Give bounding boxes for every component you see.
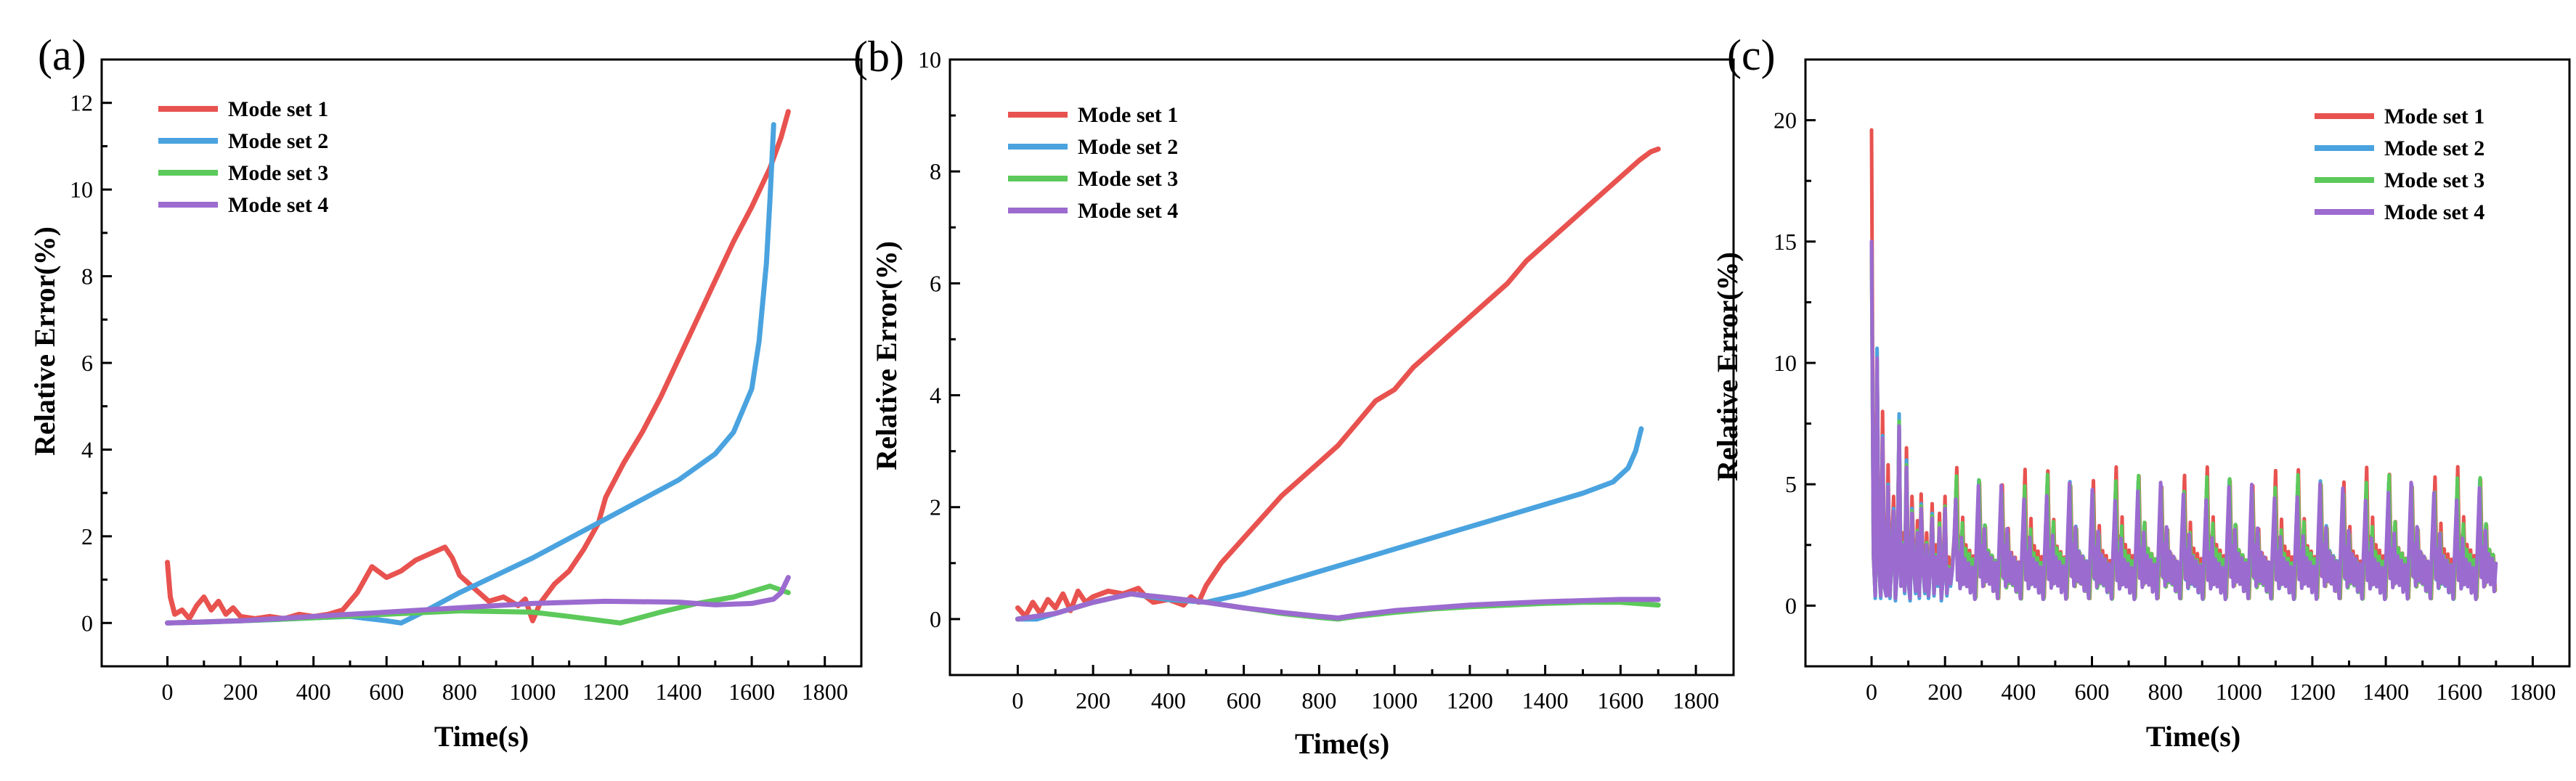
x-tick-label: 1800 bbox=[2509, 679, 2556, 705]
x-tick-label: 1400 bbox=[2362, 679, 2409, 705]
x-tick-label: 600 bbox=[1227, 687, 1261, 713]
legend-label: Mode set 4 bbox=[1078, 199, 1178, 223]
y-tick-label: 10 bbox=[1773, 350, 1797, 376]
x-tick-label: 1800 bbox=[802, 679, 848, 705]
legend-label: Mode set 3 bbox=[228, 161, 328, 185]
legend: Mode set 1 Mode set 2 Mode set 3 Mode set 4 bbox=[158, 97, 328, 217]
y-tick-label: 4 bbox=[930, 383, 941, 409]
plot-area: 0 200 400 600 800 1000 1200 1400 1600 1800 0 2 4 6 8 10… bbox=[918, 46, 1735, 713]
x-tick-label: 1200 bbox=[1447, 687, 1493, 713]
legend-label: Mode set 4 bbox=[2384, 200, 2484, 224]
x-tick-label: 1600 bbox=[728, 679, 775, 705]
x-tick-label: 200 bbox=[1076, 687, 1110, 713]
x-axis-title: Time(s) bbox=[1295, 727, 1389, 760]
plot-area: 0 200 400 600 800 1000 1200 1400 1600 1800 0 5 10 15 2… bbox=[1773, 58, 2571, 705]
y-tick-label: 5 bbox=[1785, 471, 1797, 497]
y-tick-label: 10 bbox=[918, 46, 941, 73]
x-tick-label: 0 bbox=[162, 679, 174, 705]
panel-letter: (a) bbox=[38, 31, 86, 79]
y-tick-label: 2 bbox=[81, 523, 93, 549]
x-axis-title: Time(s) bbox=[2146, 720, 2240, 753]
x-tick-label: 1000 bbox=[1371, 687, 1418, 713]
legend-label: Mode set 3 bbox=[1078, 167, 1178, 191]
legend-label: Mode set 2 bbox=[228, 129, 328, 153]
series-line-1 bbox=[165, 109, 791, 623]
x-tick-label: 0 bbox=[1012, 687, 1023, 713]
panel-c: (c) 0 200 400 600 800 1000 1200 1400 1600 1800 0 5 1… bbox=[1711, 31, 2571, 753]
x-tick-label: 1800 bbox=[1673, 687, 1719, 713]
x-tick-label: 1600 bbox=[1597, 687, 1643, 713]
legend-label: Mode set 1 bbox=[1078, 103, 1178, 127]
x-tick-label: 200 bbox=[1927, 679, 1962, 705]
legend-label: Mode set 1 bbox=[2384, 105, 2484, 128]
y-axis-title: Relative Error(%) bbox=[870, 241, 903, 470]
plot-frame bbox=[948, 58, 1735, 676]
y-tick-label: 4 bbox=[81, 436, 93, 462]
x-tick-label: 1200 bbox=[582, 679, 629, 705]
x-tick-label: 1600 bbox=[2436, 679, 2482, 705]
y-tick-label: 0 bbox=[1785, 592, 1797, 618]
x-tick-label: 400 bbox=[296, 679, 331, 705]
y-tick-label: 10 bbox=[70, 176, 93, 203]
y-tick-label: 8 bbox=[930, 158, 941, 184]
series-line-4 bbox=[1869, 240, 2498, 602]
y-tick-label: 6 bbox=[930, 270, 941, 296]
x-tick-label: 600 bbox=[2075, 679, 2110, 705]
x-tick-label: 800 bbox=[2148, 679, 2183, 705]
x-tick-label: 400 bbox=[2001, 679, 2036, 705]
y-axis-title: Relative Error(%) bbox=[1711, 252, 1744, 481]
x-tick-label: 400 bbox=[1151, 687, 1186, 713]
y-tick-label: 6 bbox=[81, 350, 93, 376]
plot-frame bbox=[100, 58, 863, 668]
y-tick-label: 8 bbox=[81, 263, 93, 290]
legend-label: Mode set 1 bbox=[228, 97, 328, 121]
x-tick-label: 600 bbox=[369, 679, 404, 705]
x-tick-label: 1000 bbox=[509, 679, 556, 705]
y-axis-title: Relative Error(%) bbox=[28, 226, 61, 456]
x-tick-label: 1400 bbox=[1522, 687, 1569, 713]
y-tick-label: 0 bbox=[930, 606, 941, 632]
x-tick-label: 1200 bbox=[2289, 679, 2336, 705]
panel-letter: (c) bbox=[1727, 31, 1776, 79]
legend: Mode set 1 Mode set 2 Mode set 3 Mode set 4 bbox=[2315, 105, 2484, 224]
x-tick-label: 1000 bbox=[2216, 679, 2262, 705]
series-line-4 bbox=[1015, 591, 1661, 622]
x-tick-label: 1400 bbox=[656, 679, 702, 705]
legend-label: Mode set 2 bbox=[1078, 135, 1178, 159]
y-tick-label: 20 bbox=[1773, 107, 1797, 134]
legend: Mode set 1 Mode set 2 Mode set 3 Mode set 4 bbox=[1008, 103, 1178, 223]
x-axis-title: Time(s) bbox=[434, 720, 529, 753]
x-tick-label: 0 bbox=[1866, 679, 1877, 705]
series-line-4 bbox=[165, 575, 791, 626]
legend-label: Mode set 4 bbox=[228, 193, 328, 217]
panel-letter: (b) bbox=[853, 33, 904, 81]
panel-a: (a) 0 200 400 600 800 1000 1200 1400 1600 1800 0 2 4… bbox=[28, 31, 863, 753]
x-tick-label: 200 bbox=[223, 679, 258, 705]
series-line-1 bbox=[1015, 146, 1661, 619]
y-tick-label: 15 bbox=[1773, 229, 1797, 255]
x-tick-label: 800 bbox=[1301, 687, 1336, 713]
legend-label: Mode set 3 bbox=[2384, 168, 2484, 192]
y-tick-label: 0 bbox=[81, 610, 93, 636]
x-tick-label: 800 bbox=[442, 679, 477, 705]
y-tick-label: 2 bbox=[930, 494, 941, 520]
plot-area: 0 200 400 600 800 1000 1200 1400 1600 1800 0 2 4 6 8 10… bbox=[70, 58, 863, 705]
y-tick-label: 12 bbox=[70, 90, 93, 116]
legend-label: Mode set 2 bbox=[2384, 136, 2484, 160]
panel-b: (b) 0 200 400 600 800 1000 1200 1400 1600 1800 0 2 4… bbox=[853, 33, 1735, 760]
